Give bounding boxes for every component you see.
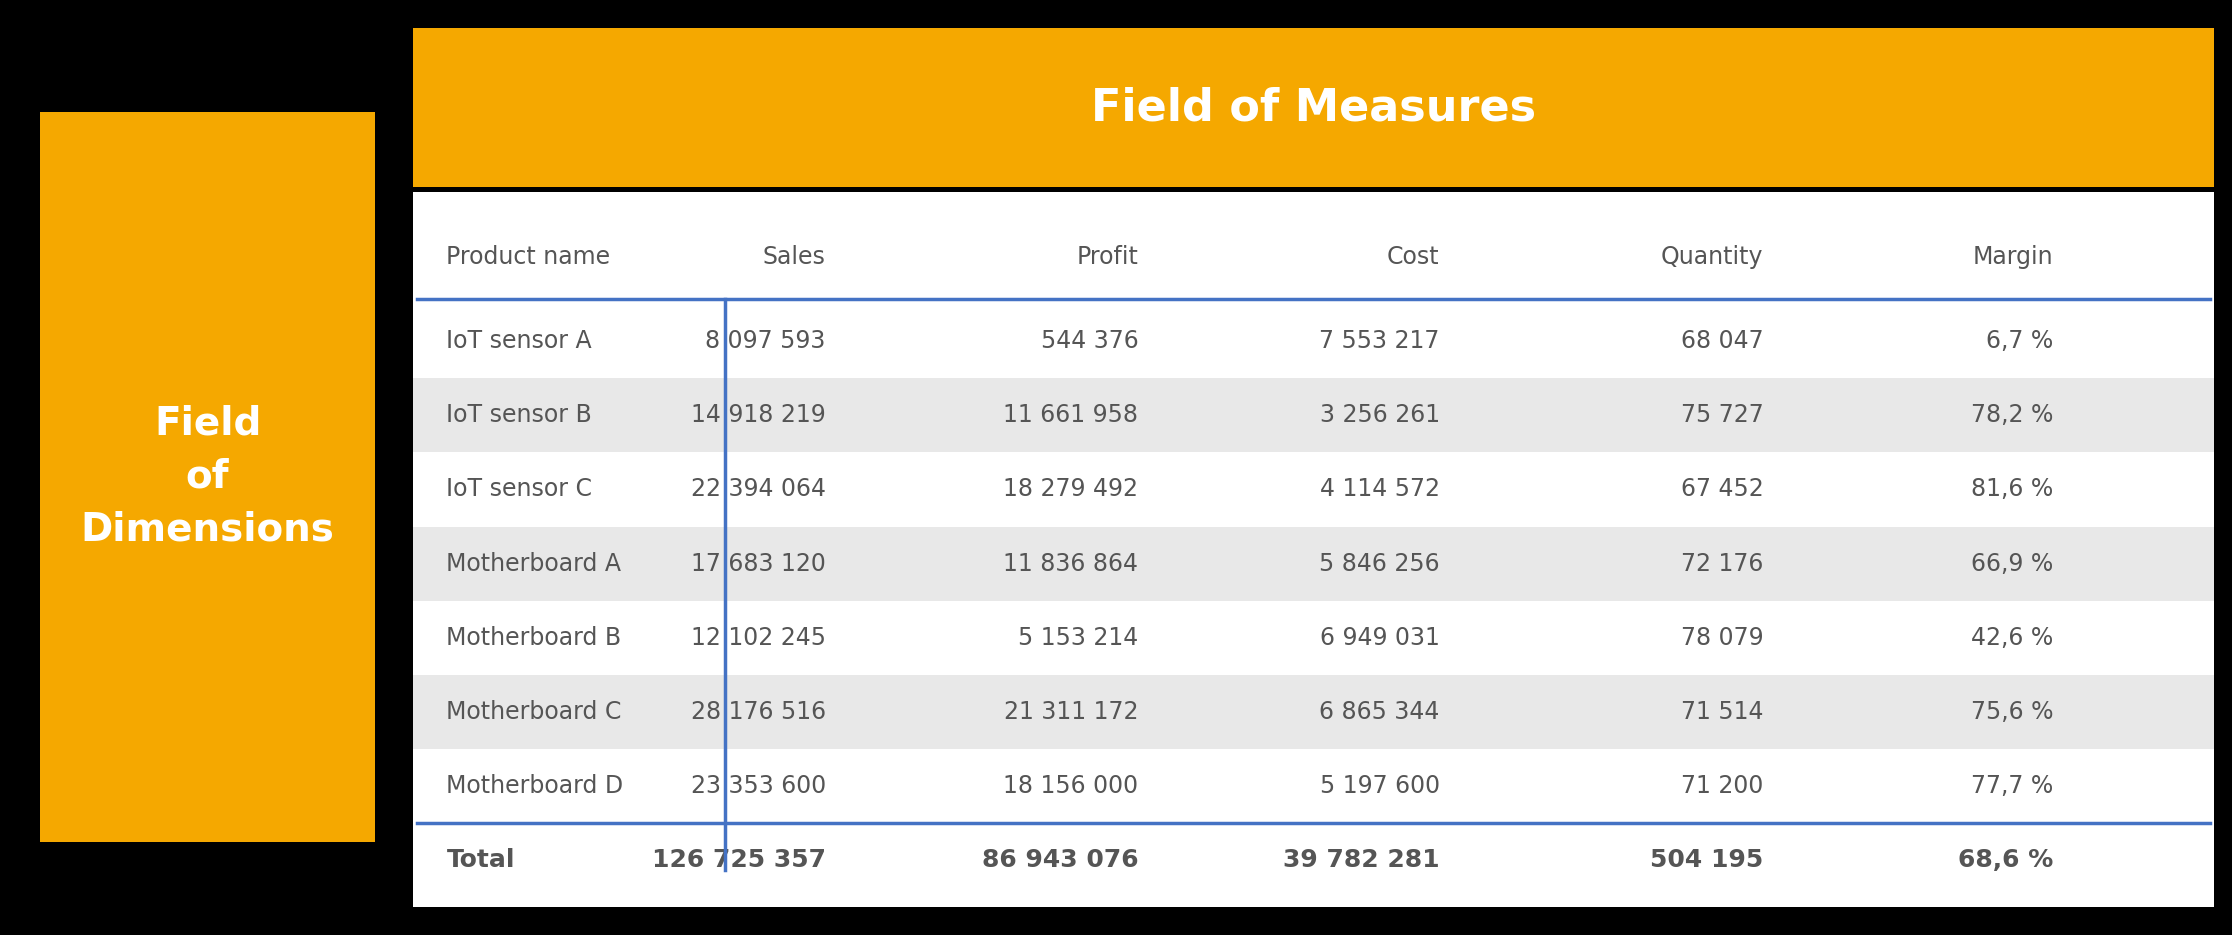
- Text: IoT sensor C: IoT sensor C: [446, 478, 591, 501]
- Text: Field
of
Dimensions: Field of Dimensions: [80, 405, 335, 549]
- Text: 5 197 600: 5 197 600: [1319, 774, 1440, 798]
- Text: 75,6 %: 75,6 %: [1971, 700, 2053, 724]
- Text: Motherboard D: Motherboard D: [446, 774, 623, 798]
- Text: Motherboard B: Motherboard B: [446, 626, 620, 650]
- Text: 67 452: 67 452: [1681, 478, 1763, 501]
- Text: 5 153 214: 5 153 214: [1018, 626, 1138, 650]
- Text: 21 311 172: 21 311 172: [1004, 700, 1138, 724]
- FancyBboxPatch shape: [413, 28, 2214, 187]
- Text: 6,7 %: 6,7 %: [1986, 329, 2053, 353]
- Text: 77,7 %: 77,7 %: [1971, 774, 2053, 798]
- Text: 72 176: 72 176: [1681, 552, 1763, 576]
- FancyBboxPatch shape: [413, 526, 2214, 600]
- Text: 78,2 %: 78,2 %: [1971, 403, 2053, 427]
- Text: Motherboard C: Motherboard C: [446, 700, 623, 724]
- Text: 17 683 120: 17 683 120: [692, 552, 826, 576]
- Text: 11 661 958: 11 661 958: [1004, 403, 1138, 427]
- Text: 4 114 572: 4 114 572: [1319, 478, 1440, 501]
- Text: IoT sensor B: IoT sensor B: [446, 403, 591, 427]
- Text: 18 156 000: 18 156 000: [1002, 774, 1138, 798]
- Text: Cost: Cost: [1386, 245, 1440, 269]
- Text: Total: Total: [446, 848, 516, 872]
- Text: 78 079: 78 079: [1681, 626, 1763, 650]
- Text: 66,9 %: 66,9 %: [1971, 552, 2053, 576]
- Text: 14 918 219: 14 918 219: [692, 403, 826, 427]
- Text: 28 176 516: 28 176 516: [690, 700, 826, 724]
- Text: 75 727: 75 727: [1681, 403, 1763, 427]
- Text: 6 865 344: 6 865 344: [1319, 700, 1440, 724]
- Text: 504 195: 504 195: [1649, 848, 1763, 872]
- Text: Profit: Profit: [1076, 245, 1138, 269]
- Point: [712, 294, 739, 305]
- Text: 12 102 245: 12 102 245: [692, 626, 826, 650]
- Text: 3 256 261: 3 256 261: [1319, 403, 1440, 427]
- Text: 81,6 %: 81,6 %: [1971, 478, 2053, 501]
- Text: 544 376: 544 376: [1040, 329, 1138, 353]
- Text: 18 279 492: 18 279 492: [1004, 478, 1138, 501]
- Point: [712, 864, 739, 875]
- Text: 7 553 217: 7 553 217: [1319, 329, 1440, 353]
- Text: Margin: Margin: [1973, 245, 2053, 269]
- Text: 23 353 600: 23 353 600: [690, 774, 826, 798]
- Text: 11 836 864: 11 836 864: [1004, 552, 1138, 576]
- Text: 39 782 281: 39 782 281: [1283, 848, 1440, 872]
- FancyBboxPatch shape: [413, 675, 2214, 749]
- Text: Quantity: Quantity: [1661, 245, 1763, 269]
- Text: 5 846 256: 5 846 256: [1319, 552, 1440, 576]
- FancyBboxPatch shape: [413, 192, 2214, 907]
- Text: 6 949 031: 6 949 031: [1319, 626, 1440, 650]
- Text: 71 514: 71 514: [1681, 700, 1763, 724]
- Text: 42,6 %: 42,6 %: [1971, 626, 2053, 650]
- Text: 71 200: 71 200: [1681, 774, 1763, 798]
- Text: Field of Measures: Field of Measures: [1091, 86, 1536, 129]
- Text: Sales: Sales: [763, 245, 826, 269]
- Text: IoT sensor A: IoT sensor A: [446, 329, 591, 353]
- Text: 68 047: 68 047: [1681, 329, 1763, 353]
- Text: Motherboard A: Motherboard A: [446, 552, 620, 576]
- Text: 22 394 064: 22 394 064: [692, 478, 826, 501]
- FancyBboxPatch shape: [40, 112, 375, 842]
- Text: 86 943 076: 86 943 076: [982, 848, 1138, 872]
- Text: Product name: Product name: [446, 245, 612, 269]
- Text: 8 097 593: 8 097 593: [705, 329, 826, 353]
- Text: 68,6 %: 68,6 %: [1957, 848, 2053, 872]
- Text: 126 725 357: 126 725 357: [652, 848, 826, 872]
- FancyBboxPatch shape: [413, 378, 2214, 453]
